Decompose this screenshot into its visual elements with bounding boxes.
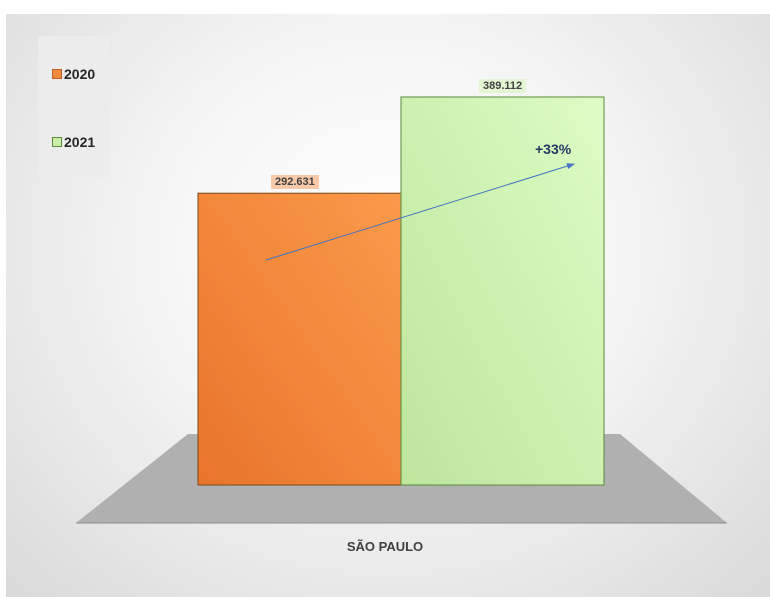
x-category-label: SÃO PAULO	[346, 539, 424, 554]
growth-arrow	[265, 163, 575, 261]
legend-item-2021: 2021	[52, 134, 95, 150]
legend-item-2020: 2020	[52, 66, 95, 82]
legend-swatch-2020	[52, 69, 62, 79]
legend-label-2020: 2020	[64, 66, 96, 82]
data-label-2021: 389.112	[479, 79, 527, 93]
change-annotation: +33%	[535, 141, 572, 157]
bar-2020	[197, 192, 402, 486]
legend-swatch-2021	[52, 137, 62, 147]
bar-2021	[400, 96, 605, 486]
legend: 2020 2021	[38, 36, 110, 177]
data-label-2020: 292.631	[271, 175, 319, 189]
legend-label-2021: 2021	[64, 134, 96, 150]
